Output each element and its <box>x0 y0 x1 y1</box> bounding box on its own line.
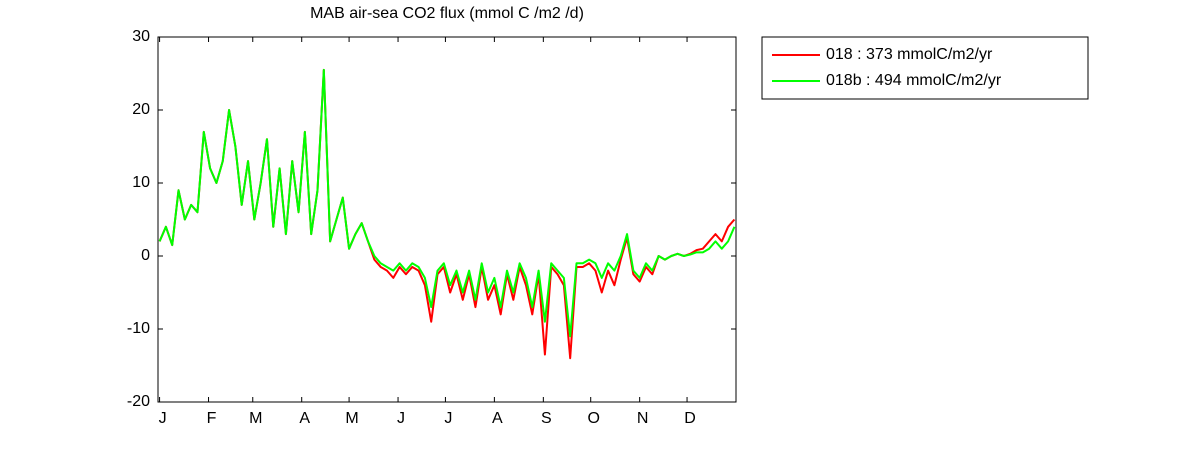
y-tick-label: -10 <box>127 320 150 337</box>
y-tick-label: 30 <box>132 28 150 45</box>
x-tick-label: F <box>207 410 217 427</box>
x-tick-label: J <box>159 410 167 427</box>
legend-box <box>761 36 1089 100</box>
data-line <box>158 68 736 338</box>
legend-label: 018 : 373 mmolC/m2/yr <box>826 46 993 63</box>
y-tick-label: 0 <box>141 247 150 264</box>
y-tick-label: -20 <box>127 393 150 410</box>
x-tick-label: A <box>299 410 310 427</box>
x-tick-label: J <box>444 410 452 427</box>
x-tick-label: M <box>345 410 358 427</box>
chart-title: MAB air-sea CO2 flux (mmol C /m2 /d) <box>310 5 584 22</box>
x-tick-label: M <box>249 410 262 427</box>
y-tick-label: 10 <box>132 174 150 191</box>
x-tick-label: A <box>492 410 503 427</box>
legend-label: 018b : 494 mmolC/m2/yr <box>826 72 1002 89</box>
plot-frame <box>157 36 737 403</box>
data-line <box>158 68 736 360</box>
y-tick-label: 20 <box>132 101 150 118</box>
x-tick-label: S <box>541 410 552 427</box>
x-tick-label: D <box>684 410 696 427</box>
x-tick-label: J <box>397 410 405 427</box>
x-tick-label: O <box>587 410 599 427</box>
x-tick-label: N <box>637 410 649 427</box>
